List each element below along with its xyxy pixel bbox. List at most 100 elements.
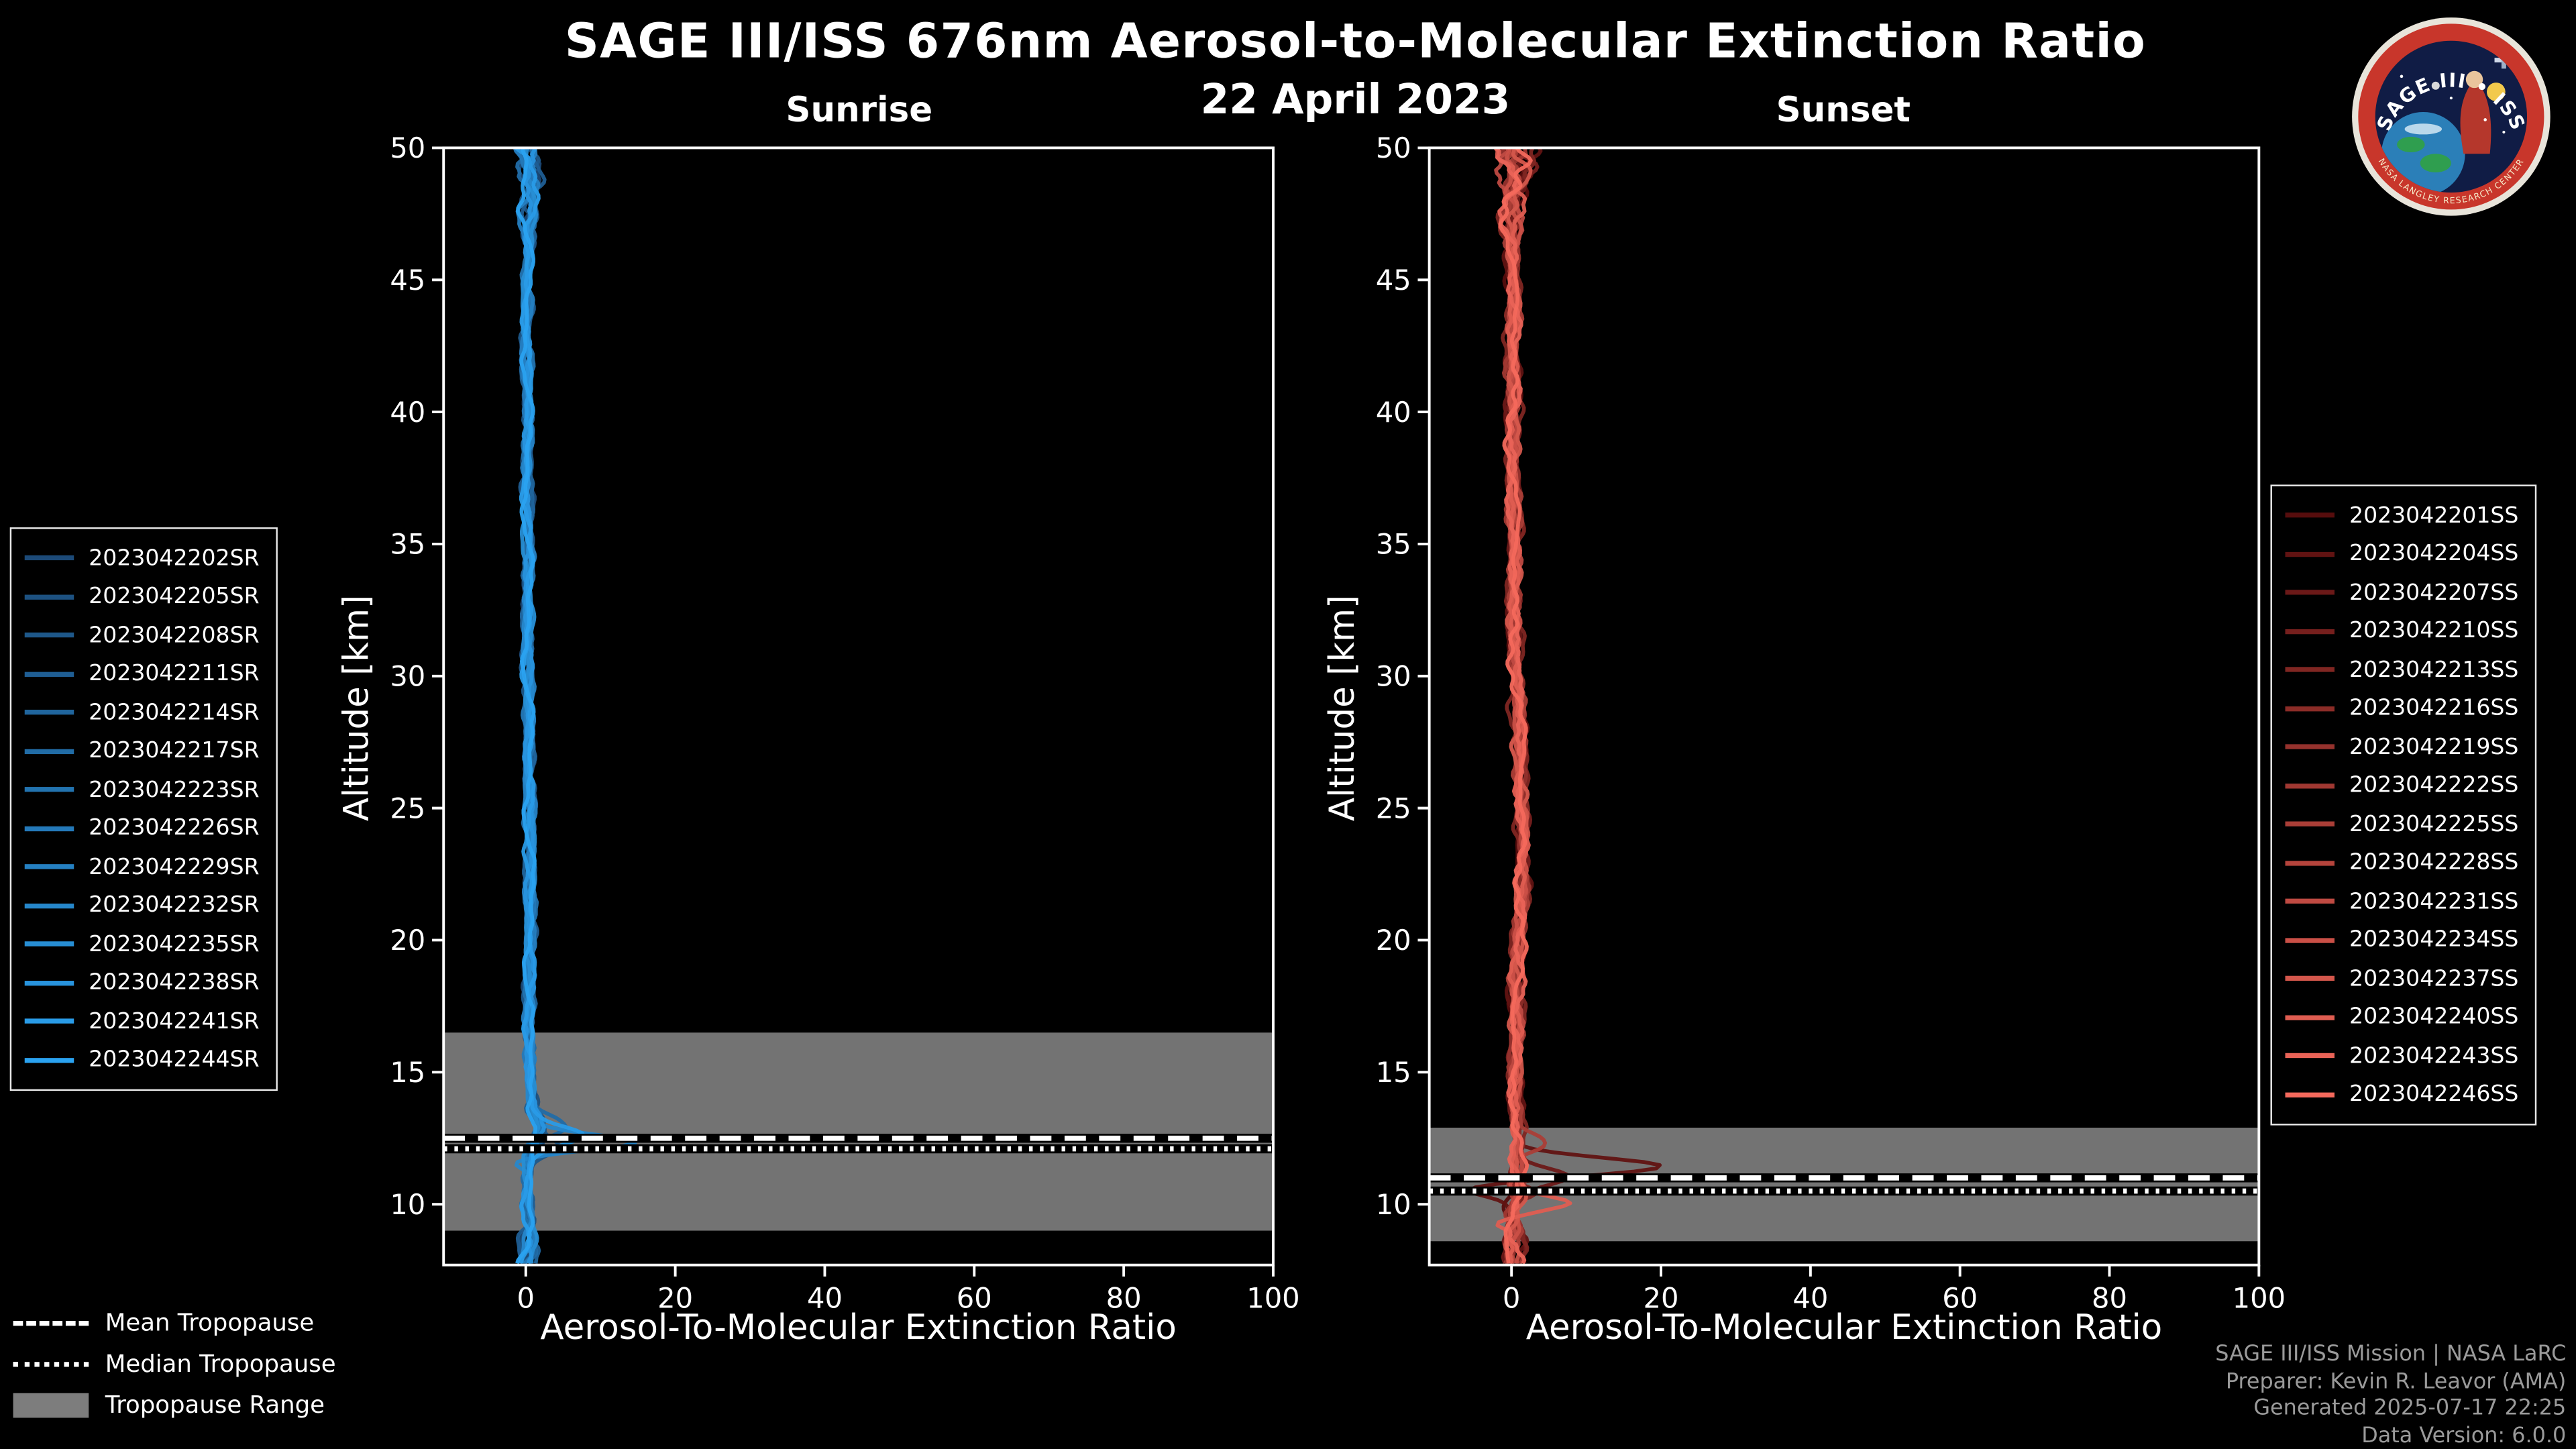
legend-label: 2023042229SR	[89, 853, 260, 881]
y-tick-label: 35	[1376, 528, 1411, 561]
tropopause-dashed-swatch	[13, 1320, 89, 1326]
legend-item: 2023042217SR	[24, 732, 260, 771]
y-tick-label: 45	[390, 264, 425, 297]
y-tick-label: 20	[390, 924, 425, 957]
legend-line-swatch	[2285, 667, 2335, 673]
legend-label: 2023042201SS	[2349, 502, 2519, 529]
legend-label: 2023042237SS	[2349, 965, 2519, 992]
legend-label: 2023042222SS	[2349, 772, 2519, 799]
sunrise-panel-title: Sunrise	[786, 90, 933, 130]
legend-item: 2023042202SR	[24, 539, 260, 578]
y-tick-label: 50	[1376, 131, 1411, 164]
sunset-panel-title: Sunset	[1776, 90, 1911, 130]
legend-item: 2023042246SS	[2285, 1075, 2519, 1114]
legend-line-swatch	[24, 633, 74, 638]
legend-item: 2023042235SR	[24, 925, 260, 964]
legend-line-swatch	[24, 710, 74, 715]
legend-item: 2023042228SS	[2285, 844, 2518, 883]
legend-label: 2023042204SS	[2349, 541, 2519, 568]
logo-earth-land	[2420, 154, 2451, 173]
logo-star	[2502, 130, 2506, 134]
legend-label: 2023042217SR	[89, 738, 260, 765]
legend-item: 2023042238SR	[24, 963, 260, 1002]
sunset-legend: 2023042201SS 2023042204SS 2023042207SS 2023…	[2270, 484, 2537, 1126]
legend-item: 2023042244SR	[24, 1040, 260, 1079]
legend-item: 2023042232SR	[24, 886, 260, 925]
x-tick-label: 20	[1644, 1281, 1679, 1314]
legend-item: 2023042211SR	[24, 655, 260, 694]
legend-line-swatch	[24, 980, 74, 985]
legend-line-swatch	[2285, 629, 2335, 634]
legend-item: 2023042205SR	[24, 578, 260, 616]
legend-item: 2023042207SS	[2285, 574, 2519, 612]
legend-label: 2023042208SR	[89, 622, 260, 649]
legend-item: 2023042204SS	[2285, 535, 2519, 574]
logo-figure	[2460, 85, 2491, 154]
legend-item: 2023042225SS	[2285, 805, 2519, 844]
legend-line-swatch	[2285, 706, 2335, 711]
x-tick-label: 60	[1942, 1281, 1978, 1314]
y-tick-label: 25	[1376, 792, 1411, 824]
sage-iss-logo: SAGE III • ISS NASA LANGLEY RESEARCH CEN…	[2352, 17, 2551, 216]
tropopause-legend-item: Median Tropopause	[13, 1344, 336, 1385]
x-tick-label: 80	[1106, 1281, 1142, 1314]
legend-line-swatch	[2285, 513, 2335, 519]
legend-label: 2023042238SR	[89, 969, 260, 996]
legend-label: 2023042246SS	[2349, 1081, 2519, 1108]
y-tick-label: 40	[390, 396, 425, 429]
tropopause-legend-item: Mean Tropopause	[13, 1303, 336, 1344]
legend-item: 2023042216SS	[2285, 689, 2518, 728]
x-tick-label: 40	[807, 1281, 843, 1314]
legend-label: 2023042207SS	[2349, 579, 2519, 606]
profile-line-2023042213SS	[1495, 148, 1538, 1264]
legend-label: 2023042244SR	[89, 1046, 260, 1073]
legend-line-swatch	[24, 941, 74, 947]
x-tick-label: 80	[2092, 1281, 2127, 1314]
legend-line-swatch	[24, 1018, 74, 1024]
sunset-panel: 0 20 40 60 80 100 10 15 20 25 30 35 40 45 50	[1376, 131, 2286, 1314]
legend-item: 2023042234SS	[2285, 921, 2518, 960]
legend-item: 2023042243SS	[2285, 1036, 2518, 1075]
profile-lines	[513, 148, 637, 1265]
legend-item: 2023042241SR	[24, 1002, 260, 1041]
legend-line-swatch	[2285, 860, 2335, 866]
legend-label: 2023042232SR	[89, 892, 260, 919]
profile-line-2023042244SR	[515, 148, 537, 1265]
legend-item: 2023042201SS	[2285, 496, 2519, 535]
legend-line-swatch	[24, 826, 74, 831]
legend-item: 2023042214SR	[24, 693, 260, 732]
logo-star	[2483, 118, 2487, 121]
y-tick-label: 25	[390, 792, 425, 824]
profile-line-2023042246SS	[1498, 148, 1533, 1264]
legend-item: 2023042231SS	[2285, 882, 2518, 921]
legend-item: 2023042210SS	[2285, 612, 2518, 651]
x-tick-label: 100	[2233, 1281, 2286, 1314]
legend-item: 2023042229SR	[24, 848, 260, 887]
legend-line-swatch	[2285, 783, 2335, 788]
legend-line-swatch	[2285, 976, 2335, 981]
y-tick-label: 20	[1376, 924, 1411, 957]
legend-label: 2023042223SR	[89, 776, 260, 803]
y-tick-label: 50	[390, 131, 425, 164]
legend-label: 2023042205SR	[89, 584, 260, 610]
tropopause-legend-label: Mean Tropopause	[105, 1310, 315, 1337]
legend-line-swatch	[24, 555, 74, 561]
legend-label: 2023042225SS	[2349, 811, 2519, 838]
profile-line-2023042204SS	[1467, 148, 1662, 1265]
logo-star	[2449, 97, 2453, 100]
sunset-x-axis-label: Aerosol-To-Molecular Extinction Ratio	[1525, 1307, 2163, 1348]
credit-line: Data Version: 6.0.0	[2361, 1424, 2567, 1448]
credit-line: Preparer: Kevin R. Leavor (AMA)	[2225, 1369, 2567, 1394]
logo-figure-head	[2465, 70, 2483, 89]
y-tick-label: 15	[390, 1056, 425, 1089]
x-tick-label: 0	[517, 1281, 535, 1314]
tropopause-legend-label: Tropopause Range	[105, 1392, 325, 1419]
logo-earth-land	[2397, 136, 2425, 152]
legend-item: 2023042208SR	[24, 616, 260, 655]
legend-line-swatch	[24, 864, 74, 870]
tropopause-range-band	[1429, 1127, 2259, 1242]
logo-sun	[2486, 83, 2506, 101]
legend-line-swatch	[24, 749, 74, 754]
figure-title: SAGE III/ISS 676nm Aerosol-to-Molecular …	[564, 13, 2147, 69]
